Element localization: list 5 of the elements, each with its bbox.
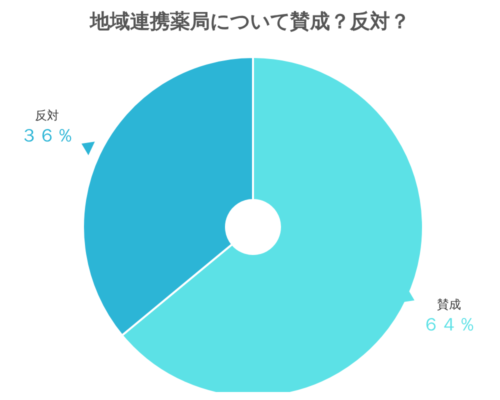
slice-label: 賛成 [436, 298, 461, 312]
chart-title: 地域連携薬局について賛成？反対？ [88, 8, 411, 35]
slice-label: 反対 [35, 108, 60, 122]
data-label: ６４％ [422, 314, 476, 336]
data-label: ３６％ [20, 125, 74, 146]
